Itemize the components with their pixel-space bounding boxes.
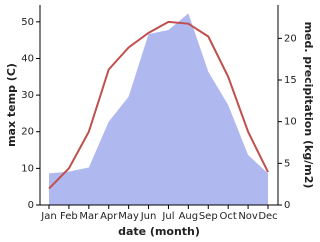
y-tick-label: 50: [21, 17, 34, 28]
y2-tick-label: 15: [284, 75, 297, 86]
x-tick-label: Aug: [179, 211, 199, 222]
x-tick-label: Mar: [79, 211, 99, 222]
y2-axis-label: med. precipitation (kg/m2): [302, 22, 315, 189]
y2-tick-label: 5: [284, 158, 290, 169]
x-tick-label: May: [118, 211, 139, 222]
y2-tick-label: 20: [284, 33, 297, 44]
y-axis-label: max temp (C): [5, 63, 18, 147]
x-tick-label: Nov: [238, 211, 258, 222]
y-tick-label: 0: [28, 200, 34, 211]
x-axis-label: date (month): [118, 225, 200, 238]
y-tick-label: 10: [21, 163, 34, 174]
y2-tick-label: 0: [284, 200, 290, 211]
temp-line: [48, 20, 269, 190]
x-tick-label: Sep: [199, 211, 218, 222]
x-tick-label: Jul: [161, 211, 174, 222]
y2-tick-label: 10: [284, 117, 297, 128]
x-tick-label: Jan: [40, 211, 56, 222]
x-tick-label: Feb: [60, 211, 78, 222]
x-tick-label: Dec: [258, 211, 277, 222]
y-tick-label: 30: [21, 90, 34, 101]
y-tick-label: 40: [21, 53, 34, 64]
x-tick-label: Apr: [100, 211, 118, 222]
y-tick-label: 20: [21, 127, 34, 138]
x-tick-label: Oct: [220, 211, 237, 222]
precipitation-area: [49, 13, 268, 206]
x-tick-label: Jun: [140, 211, 157, 222]
